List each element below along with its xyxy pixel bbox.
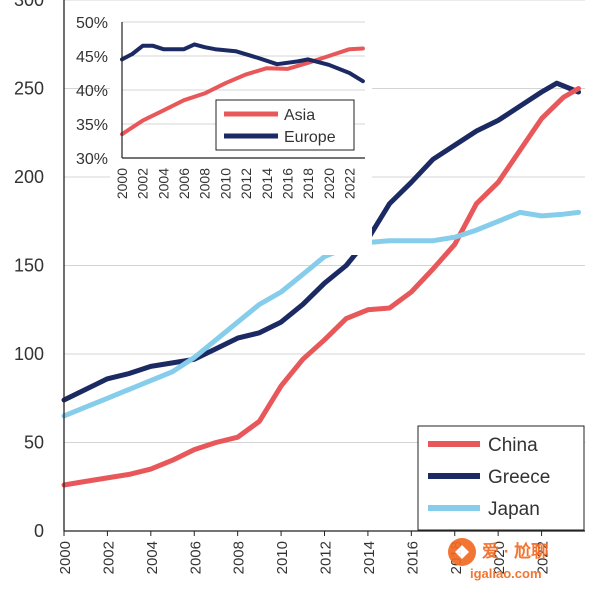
watermark: 爱 · 尬聊 igaliao.com (448, 538, 548, 581)
y-tick-label: 150 (14, 256, 44, 276)
main-y-tick-labels: 0 50 100 150 200 250 300 (14, 0, 44, 541)
main-axes (63, 0, 585, 536)
y-tick-label: 0 (34, 521, 44, 541)
x-tick-label: 2010 (274, 541, 291, 574)
inset-x-tick-label: 2002 (135, 168, 151, 199)
inset-legend-label-asia: Asia (284, 107, 315, 124)
inset-x-tick-labels: 2000 2002 2004 2006 2008 2010 2012 2014 2016 2018… (114, 168, 358, 199)
y-tick-label: 200 (14, 167, 44, 187)
x-tick-label: 2000 (57, 541, 74, 574)
x-tick-label: 2022 (535, 541, 552, 574)
x-tick-label: 2004 (144, 541, 161, 574)
x-tick-label: 2002 (100, 541, 117, 574)
watermark-logo-mark (455, 545, 469, 559)
x-tick-label: 2016 (404, 541, 421, 574)
series-line-greece (61, 80, 581, 403)
inset-chart: 30% 35% 40% 45% 50% 2000 2002 2004 2006 2008 2010… (76, 5, 372, 255)
main-legend: China Greece Japan (417, 425, 585, 531)
inset-y-tick-label: 30% (76, 151, 108, 168)
legend-label-japan: Japan (488, 499, 540, 520)
y-tick-label: 250 (14, 79, 44, 99)
inset-legend-label-europe: Europe (284, 129, 336, 146)
y-tick-label: 300 (14, 0, 44, 10)
inset-x-tick-label: 2022 (342, 168, 358, 199)
inset-x-tick-label: 2006 (176, 168, 192, 199)
inset-x-tick-label: 2020 (321, 168, 337, 199)
watermark-url: igaliao.com (470, 566, 542, 581)
inset-series-line-europe (120, 42, 365, 84)
inset-x-tick-label: 2018 (300, 168, 316, 199)
x-tick-label: 2020 (491, 541, 508, 574)
watermark-brand: 爱 · 尬聊 (482, 541, 548, 561)
inset-x-tick-label: 2010 (217, 168, 233, 199)
inset-y-tick-label: 40% (76, 83, 108, 100)
main-series-lines (61, 80, 581, 488)
inset-legend-box (215, 99, 355, 151)
inset-legend: Asia Europe (215, 99, 355, 151)
inset-series-line-asia (120, 46, 365, 137)
inset-x-tick-label: 2014 (259, 168, 275, 199)
inset-x-tick-label: 2008 (197, 168, 213, 199)
inset-y-tick-label: 45% (76, 49, 108, 66)
x-tick-label: 2014 (361, 541, 378, 574)
series-line-china (61, 86, 581, 488)
inset-axes (121, 22, 365, 159)
inset-x-tick-label: 2016 (279, 168, 295, 199)
series-line-japan (61, 209, 581, 419)
legend-label-greece: Greece (488, 467, 550, 488)
inset-x-tick-label: 2004 (155, 168, 171, 199)
x-tick-label: 2012 (318, 541, 335, 574)
inset-y-tick-labels: 30% 35% 40% 45% 50% (76, 15, 108, 168)
x-tick-label: 2008 (231, 541, 248, 574)
legend-label-china: China (488, 435, 538, 456)
inset-series-lines (120, 42, 365, 137)
y-tick-label: 100 (14, 344, 44, 364)
x-tick-label: 2006 (187, 541, 204, 574)
inset-x-tick-label: 2012 (238, 168, 254, 199)
inset-x-tick-label: 2000 (114, 168, 130, 199)
inset-y-tick-label: 50% (76, 15, 108, 32)
inset-y-tick-label: 35% (76, 117, 108, 134)
y-tick-label: 50 (24, 433, 44, 453)
